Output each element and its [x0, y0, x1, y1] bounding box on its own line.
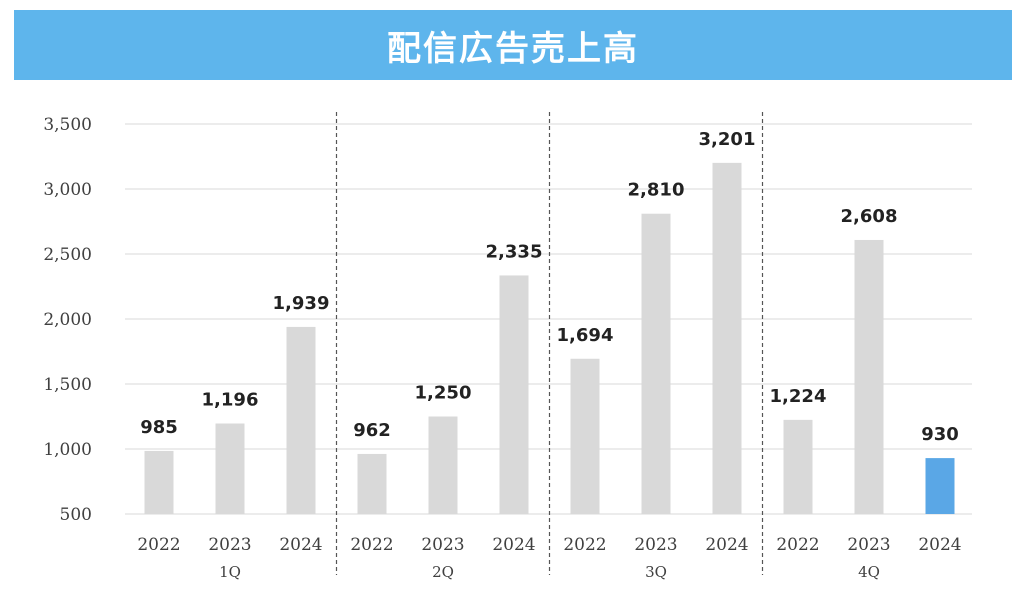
y-tick-label: 2,500 — [43, 245, 92, 265]
bar — [357, 453, 387, 514]
bar — [428, 416, 458, 514]
data-label: 2,335 — [486, 241, 543, 262]
quarter-label: 3Q — [645, 563, 667, 581]
bar — [712, 162, 742, 514]
quarter-label: 4Q — [858, 563, 880, 581]
y-tick-label: 3,500 — [43, 115, 92, 135]
bar — [570, 358, 600, 514]
chart-title: 配信広告売上高 — [387, 28, 639, 69]
bar — [215, 423, 245, 514]
x-category-label: 2023 — [421, 535, 464, 555]
x-category-label: 2022 — [137, 535, 180, 555]
title-bar: 配信広告売上高 — [14, 10, 1012, 80]
x-category-label: 2024 — [918, 535, 961, 555]
x-category-label: 2023 — [847, 535, 890, 555]
data-label: 1,694 — [557, 325, 614, 346]
x-category-label: 2023 — [634, 535, 677, 555]
y-tick-label: 2,000 — [43, 310, 92, 330]
y-tick-label: 3,000 — [43, 180, 92, 200]
data-label: 1,250 — [415, 383, 472, 404]
data-label: 1,224 — [770, 386, 827, 407]
data-label: 2,608 — [841, 206, 898, 227]
bar — [144, 450, 174, 514]
bar — [854, 239, 884, 514]
data-label: 962 — [353, 420, 391, 441]
quarter-label: 1Q — [219, 563, 241, 581]
x-category-label: 2023 — [208, 535, 251, 555]
y-tick-label: 1,000 — [43, 440, 92, 460]
y-tick-label: 1,500 — [43, 375, 92, 395]
x-category-label: 2024 — [492, 535, 535, 555]
x-category-label: 2022 — [350, 535, 393, 555]
data-label: 930 — [921, 424, 959, 445]
x-category-label: 2022 — [776, 535, 819, 555]
x-category-label: 2024 — [705, 535, 748, 555]
bar — [783, 419, 813, 514]
data-label: 3,201 — [699, 129, 756, 150]
bar — [925, 458, 955, 514]
x-category-label: 2024 — [279, 535, 322, 555]
data-label: 1,196 — [202, 390, 259, 411]
data-label: 1,939 — [273, 293, 330, 314]
data-label: 2,810 — [628, 180, 685, 201]
x-category-label: 2022 — [563, 535, 606, 555]
y-tick-label: 500 — [60, 505, 92, 525]
bar — [286, 326, 316, 514]
bar — [641, 213, 671, 514]
quarter-label: 2Q — [432, 563, 454, 581]
bar — [499, 275, 529, 514]
data-label: 985 — [140, 417, 178, 438]
